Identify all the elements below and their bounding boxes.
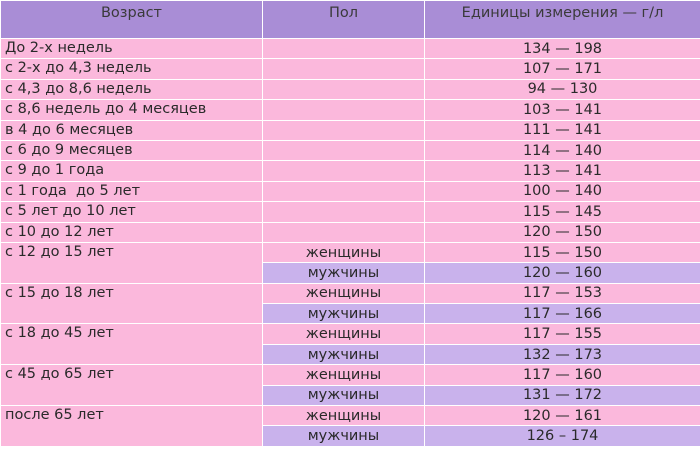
age-cell: после 65 лет xyxy=(0,405,263,447)
value-cell: 132 — 173 xyxy=(424,343,700,366)
value-cell: 120 — 160 xyxy=(424,262,700,284)
sex-cell xyxy=(262,221,425,243)
header-row: Возраст Пол Единицы измерения — г/л xyxy=(0,0,700,39)
table-row: с 10 до 12 лет 120 — 150 xyxy=(0,221,700,243)
sex-cell xyxy=(262,119,425,141)
header-sex: Пол xyxy=(262,0,425,39)
value-cell: 115 — 150 xyxy=(424,241,700,264)
sex-cell xyxy=(262,99,425,121)
value-cell: 117 — 160 xyxy=(424,364,700,386)
value-cell: 117 — 153 xyxy=(424,282,700,305)
sex-cell xyxy=(262,180,425,203)
age-cell: с 6 до 9 месяцев xyxy=(0,139,263,162)
sex-cell-male: мужчины xyxy=(262,384,425,407)
table-row: с 18 до 45 лет женщины 117 — 155 xyxy=(0,323,700,366)
age-cell: с 5 лет до 10 лет xyxy=(0,201,263,223)
sex-cell xyxy=(262,139,425,162)
sex-cell-male: мужчины xyxy=(262,303,425,325)
value-cell: 120 — 161 xyxy=(424,405,700,427)
table-row: с 12 до 15 лет женщины 115 — 150 xyxy=(0,241,700,284)
table-row: с 6 до 9 месяцев 114 — 140 xyxy=(0,139,700,162)
sex-cell-male: мужчины xyxy=(262,262,425,284)
age-cell: с 9 до 1 года xyxy=(0,160,263,182)
table-row: с 2-х до 4,3 недель 107 — 171 xyxy=(0,58,700,80)
table-row: с 15 до 18 лет женщины 117 — 153 xyxy=(0,282,700,325)
value-cell: 117 — 155 xyxy=(424,323,700,345)
sex-cell-male: мужчины xyxy=(262,343,425,366)
age-cell: с 1 года до 5 лет xyxy=(0,180,263,203)
sex-cell-female: женщины xyxy=(262,282,425,305)
table-row: с 45 до 65 лет женщины 117 — 160 xyxy=(0,364,700,407)
value-cell: 107 — 171 xyxy=(424,58,700,80)
age-cell: с 18 до 45 лет xyxy=(0,323,263,366)
value-cell: 120 — 150 xyxy=(424,221,700,243)
header-units: Единицы измерения — г/л xyxy=(424,0,700,39)
table-row: с 4,3 до 8,6 недель 94 — 130 xyxy=(0,78,700,101)
value-cell: 103 — 141 xyxy=(424,99,700,121)
value-cell: 134 — 198 xyxy=(424,37,700,60)
age-cell: с 12 до 15 лет xyxy=(0,241,263,284)
value-cell: 113 — 141 xyxy=(424,160,700,182)
value-cell: 114 — 140 xyxy=(424,139,700,162)
age-cell: До 2-х недель xyxy=(0,37,263,60)
table-row: мужчины 132 — 173 xyxy=(1,343,700,366)
age-cell: с 10 до 12 лет xyxy=(0,221,263,243)
table-row: мужчины 126 – 174 xyxy=(1,425,700,447)
age-cell: с 15 до 18 лет xyxy=(0,282,263,325)
header-age: Возраст xyxy=(0,0,263,39)
sex-cell-female: женщины xyxy=(262,323,425,345)
table-row: мужчины 117 — 166 xyxy=(1,303,700,325)
sex-cell xyxy=(262,78,425,101)
sex-cell xyxy=(262,37,425,60)
sex-cell-female: женщины xyxy=(262,364,425,386)
value-cell: 94 — 130 xyxy=(424,78,700,101)
value-cell: 117 — 166 xyxy=(424,303,700,325)
age-cell: с 45 до 65 лет xyxy=(0,364,263,407)
table-row: с 5 лет до 10 лет 115 — 145 xyxy=(0,201,700,223)
sex-cell-female: женщины xyxy=(262,241,425,264)
table-row: До 2-х недель 134 — 198 xyxy=(0,37,700,60)
sex-cell-female: женщины xyxy=(262,405,425,427)
table-row: после 65 лет женщины 120 — 161 xyxy=(0,405,700,447)
value-cell: 115 — 145 xyxy=(424,201,700,223)
table-row: мужчины 120 — 160 xyxy=(1,262,700,284)
table-row: с 1 года до 5 лет 100 — 140 xyxy=(0,180,700,203)
table-row: в 4 до 6 месяцев 111 — 141 xyxy=(0,119,700,141)
table-row: с 9 до 1 года 113 — 141 xyxy=(0,160,700,182)
age-cell: с 2-х до 4,3 недель xyxy=(0,58,263,80)
value-cell: 131 — 172 xyxy=(424,384,700,407)
age-cell: в 4 до 6 месяцев xyxy=(0,119,263,141)
age-cell: с 8,6 недель до 4 месяцев xyxy=(0,99,263,121)
sex-cell xyxy=(262,201,425,223)
sex-cell-male: мужчины xyxy=(262,425,425,447)
sex-cell xyxy=(262,160,425,182)
table-row: с 8,6 недель до 4 месяцев 103 — 141 xyxy=(0,99,700,121)
age-cell: с 4,3 до 8,6 недель xyxy=(0,78,263,101)
value-cell: 126 – 174 xyxy=(424,425,700,447)
value-cell: 111 — 141 xyxy=(424,119,700,141)
sex-cell xyxy=(262,58,425,80)
value-cell: 100 — 140 xyxy=(424,180,700,203)
